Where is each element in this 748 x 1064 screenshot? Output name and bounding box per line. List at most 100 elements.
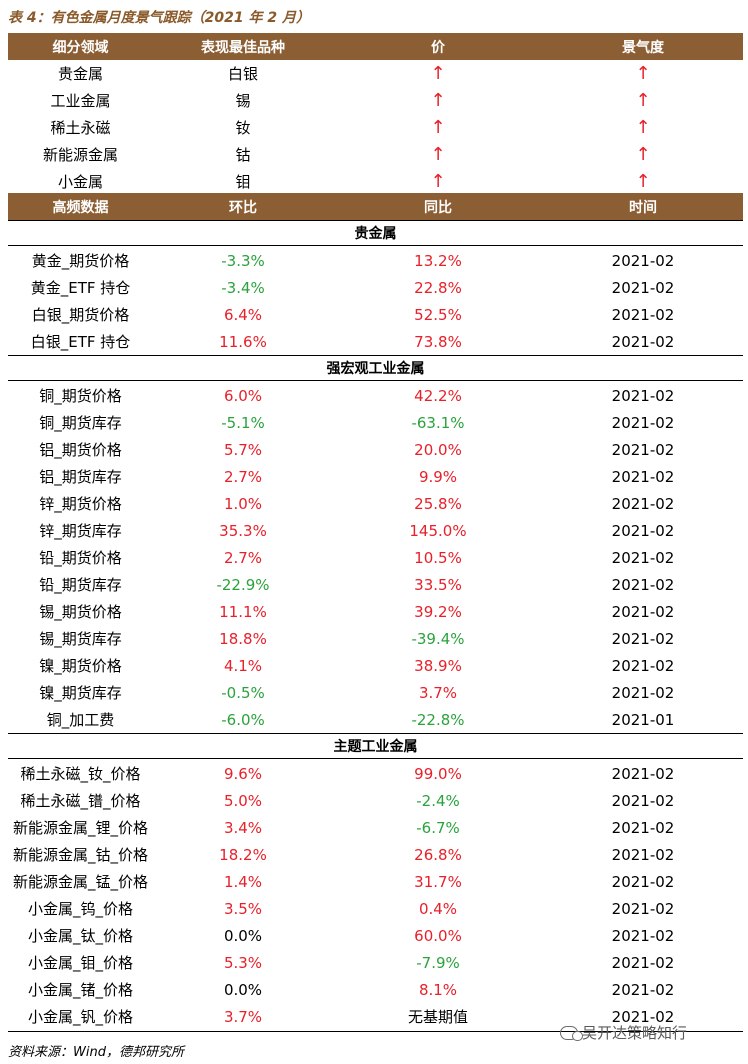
yoy-value: 20.0%	[414, 440, 462, 459]
data-header-cell: 环比	[229, 199, 257, 216]
indicator-name: 新能源金属_锂_价格	[12, 819, 148, 837]
yoy-value: 52.5%	[414, 305, 462, 324]
mom-value: 5.7%	[223, 440, 263, 459]
mom-value: 2.7%	[223, 467, 263, 486]
time-value: 2021-02	[611, 980, 675, 999]
table-row: 小金属_锗_价格 0.0% 8.1% 2021-02	[8, 976, 743, 1003]
time-value: 2021-02	[611, 440, 675, 459]
price-up-arrow-icon: ↑	[430, 171, 446, 192]
indicator-name: 黄金_ETF 持仓	[30, 279, 131, 297]
summary-row: 小金属 钼 ↑ ↑	[8, 168, 743, 195]
section-title: 贵金属	[8, 220, 743, 246]
indicator-name: 镍_期货价格	[39, 657, 122, 675]
time-value: 2021-02	[611, 872, 675, 891]
yoy-value: 3.7%	[418, 683, 458, 702]
mom-value: 11.6%	[219, 332, 267, 351]
indicator-name: 小金属_钼_价格	[27, 954, 133, 972]
table-bottom-rule	[8, 1031, 743, 1032]
time-value: 2021-02	[611, 548, 675, 567]
mom-value: 18.2%	[219, 845, 267, 864]
source-note: 资料来源：Wind，德邦研究所	[8, 1045, 184, 1060]
mom-value: -0.5%	[221, 683, 265, 702]
data-header-cell: 时间	[629, 199, 657, 216]
table-row: 小金属_钛_价格 0.0% 60.0% 2021-02	[8, 922, 743, 949]
time-value: 2021-02	[611, 953, 675, 972]
mom-value: 9.6%	[223, 764, 263, 783]
yoy-value: 26.8%	[414, 845, 462, 864]
summary-header-row: 细分领域 表现最佳品种 价 景气度	[8, 33, 743, 60]
time-value: 2021-01	[611, 710, 675, 729]
mom-value: 6.0%	[223, 386, 263, 405]
data-header-cell: 同比	[424, 199, 452, 216]
table-row: 铜_期货价格 6.0% 42.2% 2021-02	[8, 382, 743, 409]
indicator-name: 白银_期货价格	[31, 306, 130, 324]
section-title: 主题工业金属	[8, 733, 743, 759]
mom-value: 2.7%	[223, 548, 263, 567]
yoy-value: -2.4%	[416, 791, 460, 810]
time-value: 2021-02	[611, 305, 675, 324]
mom-value: -3.3%	[221, 251, 265, 270]
time-value: 2021-02	[611, 629, 675, 648]
time-value: 2021-02	[611, 251, 675, 270]
table-row: 铝_期货库存 2.7% 9.9% 2021-02	[8, 463, 743, 490]
yoy-value: 无基期值	[407, 1008, 468, 1026]
mom-value: 11.1%	[219, 602, 267, 621]
table-row: 锡_期货价格 11.1% 39.2% 2021-02	[8, 598, 743, 625]
mom-value: 4.1%	[223, 656, 263, 675]
mom-value: -3.4%	[221, 278, 265, 297]
summary-row: 稀土永磁 钕 ↑ ↑	[8, 114, 743, 141]
summary-header-cell: 景气度	[622, 39, 664, 56]
time-value: 2021-02	[611, 926, 675, 945]
time-value: 2021-02	[611, 332, 675, 351]
summary-header-cell: 表现最佳品种	[201, 39, 285, 56]
summary-best: 钼	[235, 173, 251, 191]
summary-row: 新能源金属 钴 ↑ ↑	[8, 141, 743, 168]
mom-value: 5.0%	[223, 791, 263, 810]
time-value: 2021-02	[611, 467, 675, 486]
time-value: 2021-02	[611, 764, 675, 783]
yoy-value: 8.1%	[418, 980, 458, 999]
table-row: 白银_ETF 持仓 11.6% 73.8% 2021-02	[8, 328, 743, 355]
summary-field: 新能源金属	[42, 146, 118, 164]
yoy-value: 0.4%	[418, 899, 458, 918]
table-row: 稀土永磁_钕_价格 9.6% 99.0% 2021-02	[8, 760, 743, 787]
table-row: 小金属_钼_价格 5.3% -7.9% 2021-02	[8, 949, 743, 976]
time-value: 2021-02	[611, 278, 675, 297]
indicator-name: 新能源金属_锰_价格	[12, 873, 148, 891]
summary-best: 钴	[235, 146, 251, 164]
indicator-name: 稀土永磁_钕_价格	[20, 765, 141, 783]
summary-row: 贵金属 白银 ↑ ↑	[8, 60, 743, 87]
yoy-value: 42.2%	[414, 386, 462, 405]
indicator-name: 锌_期货价格	[39, 495, 122, 513]
sentiment-up-arrow-icon: ↑	[635, 63, 651, 84]
mom-value: 3.4%	[223, 818, 263, 837]
yoy-value: 10.5%	[414, 548, 462, 567]
yoy-value: 38.9%	[414, 656, 462, 675]
mom-value: 0.0%	[223, 980, 263, 999]
table-row: 镍_期货库存 -0.5% 3.7% 2021-02	[8, 679, 743, 706]
yoy-value: 60.0%	[414, 926, 462, 945]
indicator-name: 铜_加工费	[46, 711, 115, 729]
mom-value: 35.3%	[219, 521, 267, 540]
time-value: 2021-02	[611, 899, 675, 918]
time-value: 2021-02	[611, 1007, 675, 1026]
yoy-value: 22.8%	[414, 278, 462, 297]
table-row: 锡_期货库存 18.8% -39.4% 2021-02	[8, 625, 743, 652]
table-row: 铜_加工费 -6.0% -22.8% 2021-01	[8, 706, 743, 733]
indicator-name: 锡_期货库存	[39, 630, 122, 648]
summary-field: 贵金属	[57, 65, 103, 83]
indicator-name: 铅_期货价格	[39, 549, 122, 567]
time-value: 2021-02	[611, 494, 675, 513]
table-row: 铅_期货库存 -22.9% 33.5% 2021-02	[8, 571, 743, 598]
yoy-value: 73.8%	[414, 332, 462, 351]
yoy-value: 39.2%	[414, 602, 462, 621]
mom-value: 18.8%	[219, 629, 267, 648]
data-header-row: 高频数据 环比 同比 时间	[8, 193, 743, 220]
mom-value: 6.4%	[223, 305, 263, 324]
mom-value: 5.3%	[223, 953, 263, 972]
table-row: 小金属_钨_价格 3.5% 0.4% 2021-02	[8, 895, 743, 922]
price-up-arrow-icon: ↑	[430, 63, 446, 84]
mom-value: -5.1%	[221, 413, 265, 432]
summary-field: 工业金属	[50, 92, 111, 110]
summary-field: 小金属	[57, 173, 103, 191]
